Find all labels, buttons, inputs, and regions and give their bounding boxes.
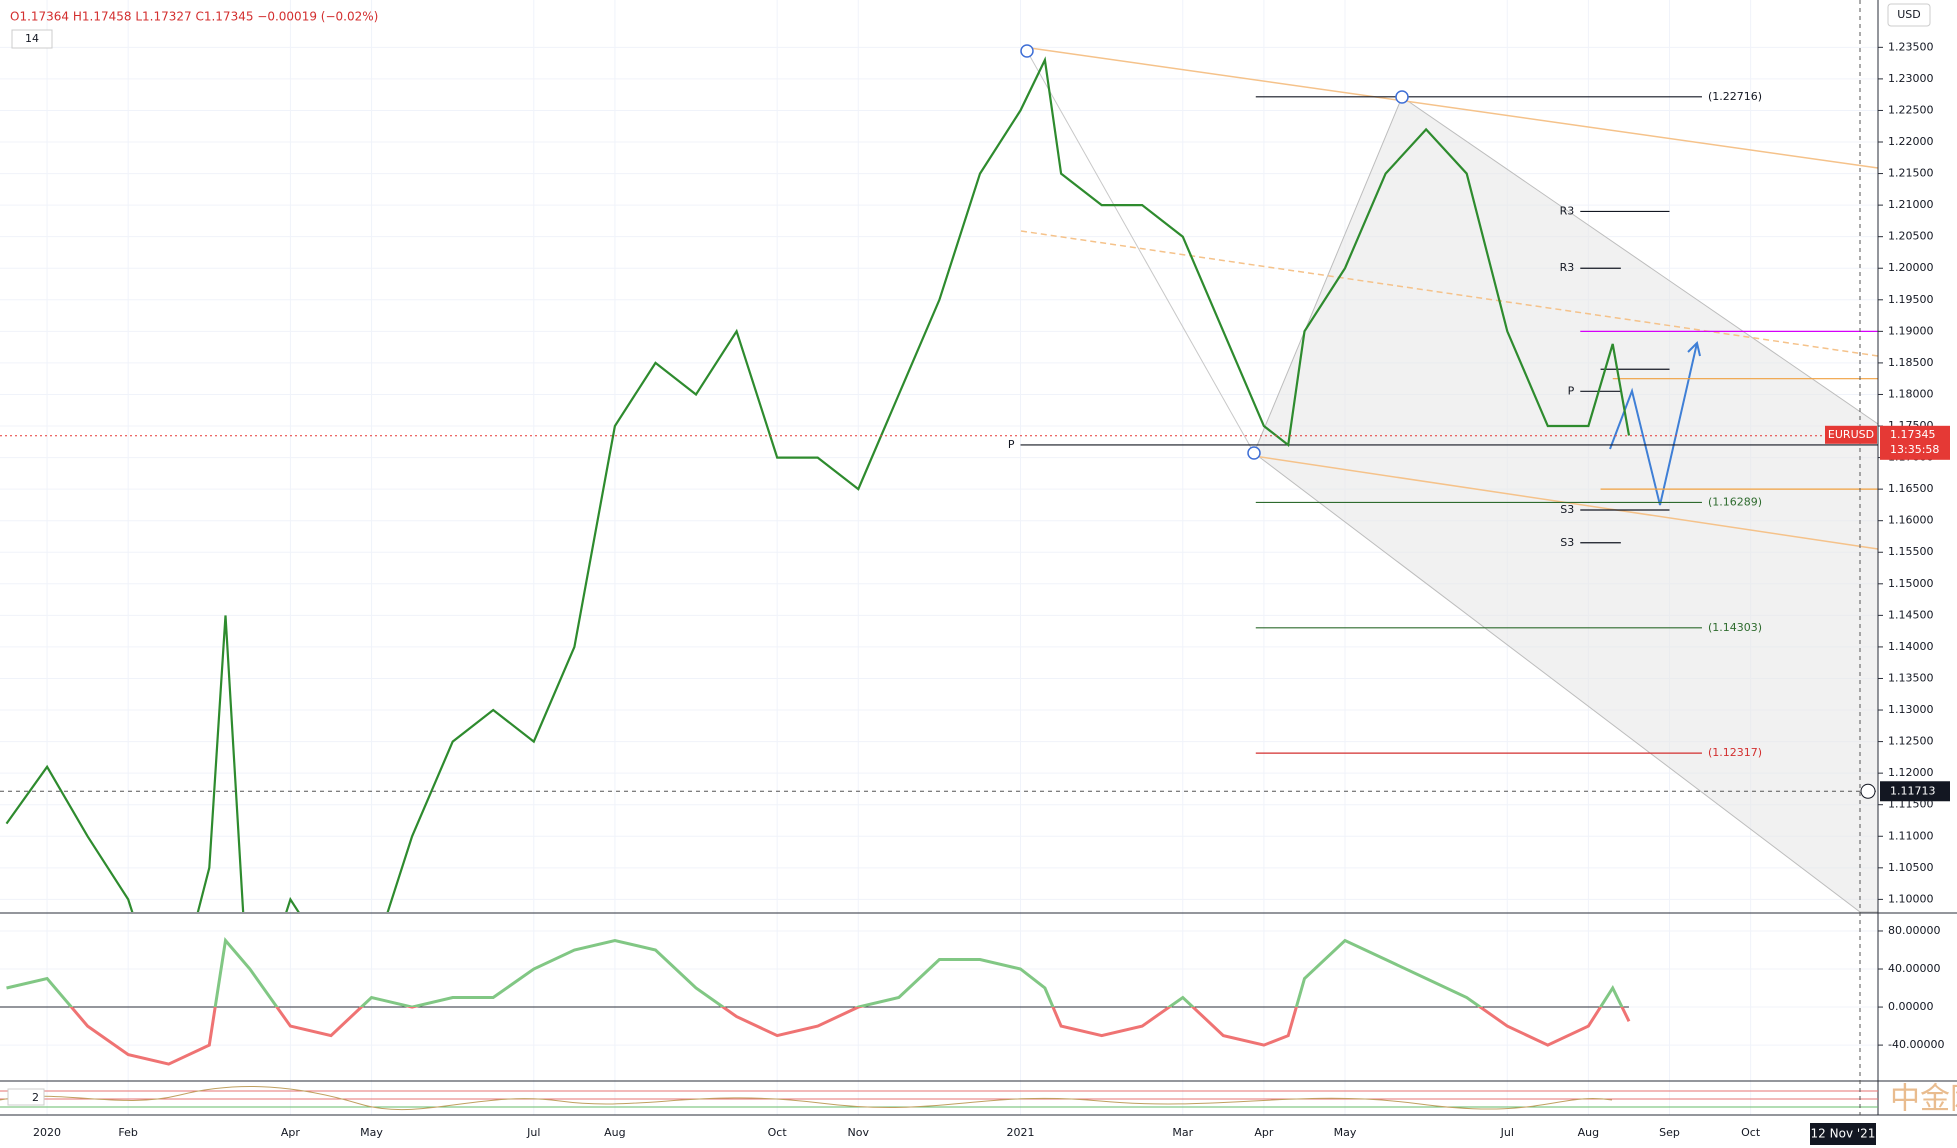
price-box — [1880, 425, 1950, 460]
pivot-label: S3 — [1560, 536, 1574, 549]
y-tick-label: 1.14000 — [1888, 640, 1934, 653]
x-tick-label: Oct — [768, 1126, 788, 1139]
level-label: (1.16289) — [1708, 495, 1762, 508]
projection-path — [1609, 342, 1698, 506]
y-tick-label: 1.15500 — [1888, 545, 1934, 558]
period-badge — [11, 29, 53, 49]
x-tick-label: Apr — [1254, 1126, 1274, 1139]
fib-line — [1026, 50, 1255, 454]
x-tick-label: Oct — [1741, 1126, 1761, 1139]
y-tick-label: 1.22500 — [1888, 103, 1934, 116]
x-tick-label: May — [1334, 1126, 1357, 1139]
anchor-point — [1247, 446, 1261, 460]
symbol-label: EURUSD — [1828, 428, 1874, 441]
y-tick-label: 1.19500 — [1888, 293, 1934, 306]
y-tick-label: 0.00000 — [1888, 1000, 1934, 1013]
currency[interactable]: USD — [1897, 8, 1921, 21]
y-tick-label: 1.12500 — [1888, 735, 1934, 748]
period: 14 — [25, 32, 39, 45]
date-box — [1810, 1123, 1876, 1145]
y-tick-label: 1.14500 — [1888, 608, 1934, 621]
y-tick-label: 1.21000 — [1888, 198, 1934, 211]
pivot-label: R3 — [1560, 204, 1575, 217]
currency-button[interactable] — [1887, 3, 1931, 27]
x-tick-label: Apr — [281, 1126, 301, 1139]
y-tick-label: 1.20000 — [1888, 261, 1934, 274]
y-tick-label: 1.10000 — [1888, 892, 1934, 905]
indicator-count: 2 — [32, 1091, 39, 1104]
y-tick-label: 1.15000 — [1888, 577, 1934, 590]
ohlc-readout: O1.17364 H1.17458 L1.17327 C1.17345 −0.0… — [10, 10, 378, 24]
pivot-label: S3 — [1560, 503, 1574, 516]
symbol-box — [1825, 425, 1877, 444]
y-tick-label: 1.20500 — [1888, 230, 1934, 243]
pivot-label: P — [1568, 384, 1575, 397]
trend-line — [1022, 46, 1879, 169]
y-tick-label: 1.18500 — [1888, 356, 1934, 369]
crosshair-button — [1860, 783, 1876, 799]
projection-arrow — [1687, 341, 1701, 357]
y-tick-label: 1.10500 — [1888, 861, 1934, 874]
price-line — [5, 56, 1631, 912]
x-tick-label: Jul — [526, 1126, 540, 1139]
x-tick-label: Feb — [118, 1126, 137, 1139]
y-tick-label: 1.21500 — [1888, 167, 1934, 180]
x-tick-label: Aug — [604, 1126, 625, 1139]
pivot-label: P — [1008, 438, 1015, 451]
stochastic-panel: 2 — [0, 1086, 1878, 1111]
y-tick-label: 1.18000 — [1888, 387, 1934, 400]
last-price-label: 1.17345 — [1890, 428, 1936, 441]
y-tick-label: 1.12000 — [1888, 766, 1934, 779]
countdown-label: 13:35:58 — [1890, 443, 1939, 456]
x-tick-label: Nov — [848, 1126, 870, 1139]
trend-line — [1020, 230, 1879, 357]
x-tick-label: Sep — [1659, 1126, 1680, 1139]
y-tick-label: 1.13000 — [1888, 703, 1934, 716]
crosshair-price: 1.11713 — [1890, 784, 1936, 797]
x-tick-label: Aug — [1578, 1126, 1599, 1139]
y-tick-label: 1.13500 — [1888, 671, 1934, 684]
level-label: (1.22716) — [1708, 90, 1762, 103]
anchor-point — [1020, 44, 1034, 58]
x-tick-label: Jul — [1500, 1126, 1514, 1139]
y-tick-label: 1.16000 — [1888, 514, 1934, 527]
y-tick-label: 40.00000 — [1888, 962, 1941, 975]
y-tick-label: -40.00000 — [1888, 1038, 1944, 1051]
y-tick-label: 1.22000 — [1888, 135, 1934, 148]
pivot-label: R3 — [1560, 261, 1575, 274]
crosshair-date: 12 Nov '21 — [1811, 1127, 1876, 1141]
y-tick-label: 80.00000 — [1888, 924, 1941, 937]
y-tick-label: 1.23500 — [1888, 40, 1934, 53]
level-label: (1.14303) — [1708, 621, 1762, 634]
watermark: 中金网 — [1890, 1082, 1957, 1117]
oscillator-wave — [0, 1086, 1613, 1111]
level-label: (1.12317) — [1708, 746, 1762, 759]
x-tick-label: 2020 — [33, 1126, 61, 1139]
crosshair-box — [1880, 781, 1950, 802]
x-tick-label: Mar — [1172, 1126, 1193, 1139]
y-tick-label: 1.11000 — [1888, 829, 1934, 842]
x-tick-label: 2021 — [1007, 1126, 1035, 1139]
y-tick-label: 1.19000 — [1888, 324, 1934, 337]
anchor-point — [1395, 90, 1409, 104]
x-tick-label: May — [360, 1126, 383, 1139]
y-tick-label: 1.23000 — [1888, 72, 1934, 85]
y-tick-label: 1.16500 — [1888, 482, 1934, 495]
indicator-badge — [7, 1088, 45, 1106]
oscillator-line — [6, 937, 1631, 1066]
